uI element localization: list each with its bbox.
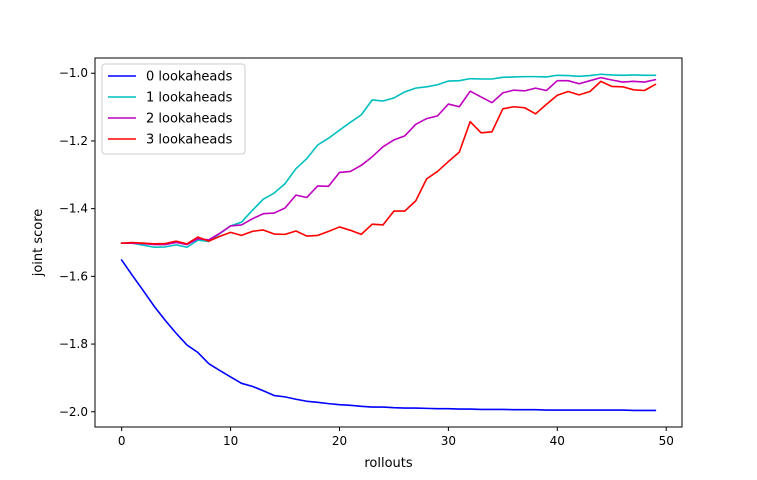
y-tick-label: −1.6: [59, 269, 88, 283]
legend-entry-label: 0 lookaheads: [146, 70, 233, 85]
legend-entry-label: 2 lookaheads: [146, 112, 233, 127]
x-tick-label: 20: [332, 434, 347, 448]
x-tick-label: 10: [223, 434, 238, 448]
y-tick-label: −1.8: [59, 337, 88, 351]
x-tick-label: 30: [441, 434, 456, 448]
x-axis-label: rollouts: [364, 456, 413, 471]
x-axis: 0 10 20 30 40 50: [118, 427, 674, 448]
series-line-0: [120, 258, 657, 412]
legend-entry-label: 1 lookaheads: [146, 91, 233, 106]
y-tick-label: −1.4: [59, 202, 88, 216]
series-layer: [120, 73, 657, 412]
series-line-3: [120, 80, 657, 245]
y-axis: −2.0 −1.8 −1.6 −1.4 −1.2 −1.0: [59, 66, 95, 419]
y-tick-label: −1.2: [59, 134, 88, 148]
y-tick-label: −2.0: [59, 405, 88, 419]
x-tick-label: 40: [550, 434, 565, 448]
y-tick-label: −1.0: [59, 66, 88, 80]
series-line-2: [120, 76, 657, 246]
legend: 0 lookaheads 1 lookaheads 2 lookaheads 3 lo…: [101, 63, 246, 155]
y-axis-label: joint score: [31, 209, 46, 278]
legend-box: [101, 63, 246, 155]
axes-frame: [94, 57, 683, 428]
x-tick-label: 50: [659, 434, 674, 448]
x-tick-label: 0: [118, 434, 126, 448]
legend-entry-label: 3 lookaheads: [146, 133, 233, 148]
